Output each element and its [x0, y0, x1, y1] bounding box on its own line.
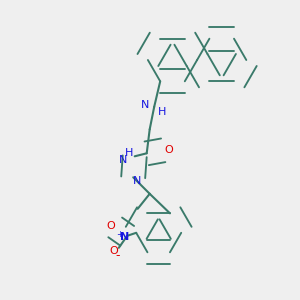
Text: N: N [133, 176, 141, 186]
Text: O: O [106, 221, 115, 231]
Text: N: N [119, 155, 128, 165]
Text: +: + [116, 230, 123, 239]
Text: N: N [141, 100, 150, 110]
Text: N: N [120, 232, 129, 242]
Text: O: O [109, 246, 118, 256]
Text: O: O [165, 145, 174, 155]
Text: H: H [125, 148, 134, 158]
Text: -: - [116, 249, 120, 262]
Text: H: H [158, 107, 166, 117]
